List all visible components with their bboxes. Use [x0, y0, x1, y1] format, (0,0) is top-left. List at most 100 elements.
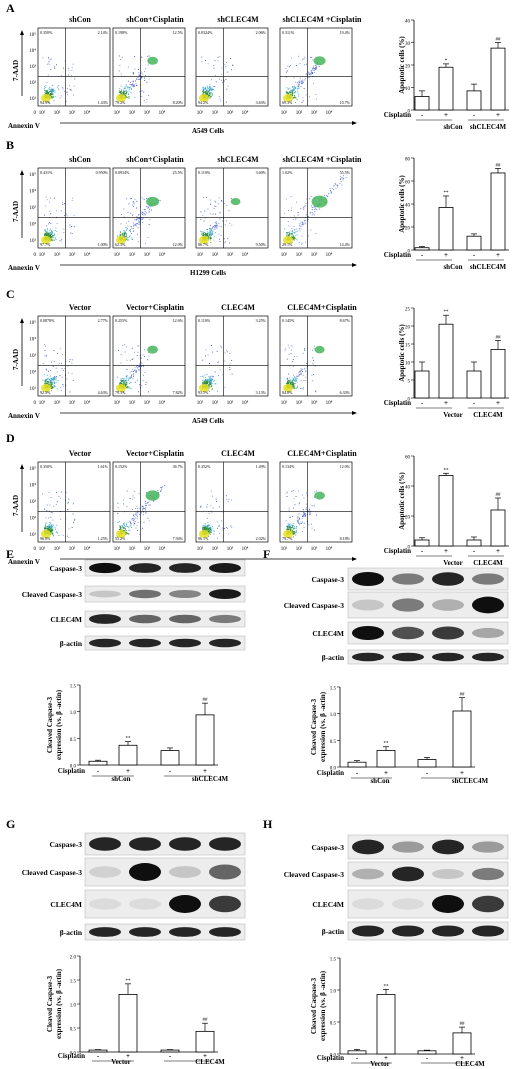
event-dot	[217, 60, 219, 62]
event-dot	[302, 371, 303, 372]
event-dot	[145, 503, 146, 505]
event-dot	[209, 95, 211, 97]
event-dot	[71, 226, 73, 227]
event-dot	[120, 378, 122, 380]
event-dot	[204, 210, 206, 212]
event-dot	[200, 211, 202, 213]
event-dot	[145, 381, 147, 383]
event-dot	[310, 70, 312, 72]
x-axis-label-annexin-v: Annexin V	[8, 412, 40, 420]
event-dot	[205, 380, 207, 382]
y-axis-label-7aad: 7-AAD	[12, 201, 20, 222]
density-core	[199, 384, 209, 392]
event-dot	[222, 220, 224, 222]
event-dot	[286, 232, 288, 234]
event-dot	[43, 88, 45, 90]
event-dot	[301, 368, 303, 370]
bar	[438, 323, 454, 399]
event-dot	[209, 528, 211, 530]
event-dot	[207, 92, 208, 94]
event-dot	[213, 228, 215, 230]
event-dot	[144, 214, 146, 216]
event-dot	[300, 86, 302, 87]
event-dot	[205, 349, 207, 351]
event-dot	[299, 81, 301, 83]
bar	[376, 994, 396, 1055]
event-dot	[210, 490, 212, 492]
event-dot	[45, 517, 47, 519]
event-dot	[288, 383, 290, 385]
event-dot	[307, 216, 309, 217]
event-dot	[300, 522, 302, 524]
event-dot	[295, 532, 297, 534]
event-dot	[286, 496, 288, 497]
event-dot	[308, 77, 310, 78]
treatment-sign: -	[97, 767, 100, 775]
event-dot	[128, 93, 130, 95]
event-dot	[230, 198, 232, 200]
event-dot	[61, 95, 63, 97]
event-dot	[292, 528, 294, 530]
event-dot	[122, 91, 124, 93]
event-dot	[288, 93, 290, 94]
quadrant-percentage: 69.3%	[282, 100, 293, 105]
event-dot	[46, 89, 48, 91]
event-dot	[288, 525, 290, 526]
treatment-sign: -	[169, 767, 172, 775]
event-dot	[50, 93, 51, 95]
event-dot	[206, 382, 207, 384]
bar	[118, 744, 138, 766]
event-dot	[211, 95, 212, 97]
event-dot	[213, 65, 215, 66]
event-dot	[205, 525, 207, 527]
treatment-sign: -	[421, 547, 424, 555]
event-dot	[51, 230, 52, 232]
quadrant-percentage: 92.5%	[40, 390, 51, 395]
event-dot	[306, 73, 308, 75]
event-dot	[206, 235, 208, 237]
group-label: Vector	[443, 411, 463, 419]
event-dot	[142, 218, 143, 220]
event-dot	[62, 534, 64, 536]
event-dot	[50, 94, 52, 96]
plot-title: shCLEC4M +Cisplatin	[282, 155, 362, 164]
event-dot	[289, 377, 291, 379]
event-dot	[60, 387, 62, 389]
event-dot	[121, 89, 123, 91]
event-dot	[294, 379, 296, 381]
event-dot	[136, 505, 138, 507]
significance-mark: ##	[496, 493, 502, 498]
x-tick-label: 10³	[311, 400, 318, 406]
event-dot	[135, 517, 137, 519]
event-dot	[298, 490, 300, 492]
event-dot	[203, 381, 205, 383]
event-dot	[151, 209, 152, 211]
event-dot	[52, 377, 54, 379]
event-dot	[132, 214, 134, 216]
x-tick-label: 10⁴	[159, 252, 166, 258]
event-dot	[208, 527, 210, 529]
event-dot	[147, 502, 149, 503]
event-dot	[55, 209, 57, 211]
event-dot	[50, 383, 52, 385]
protein-band	[432, 895, 464, 913]
x-tick-label: 10²	[129, 400, 136, 406]
event-dot	[124, 88, 125, 89]
event-dot	[300, 372, 302, 374]
event-dot	[292, 379, 294, 380]
event-dot	[300, 371, 302, 373]
event-dot	[44, 232, 46, 234]
event-dot	[214, 225, 216, 227]
event-dot	[133, 374, 135, 376]
event-dot	[55, 239, 57, 240]
event-dot	[46, 383, 48, 385]
event-dot	[313, 65, 314, 67]
event-dot	[298, 93, 300, 95]
event-dot	[211, 385, 212, 387]
event-dot	[129, 371, 131, 373]
event-dot	[200, 218, 202, 220]
event-dot	[161, 487, 162, 489]
event-dot	[56, 64, 57, 66]
